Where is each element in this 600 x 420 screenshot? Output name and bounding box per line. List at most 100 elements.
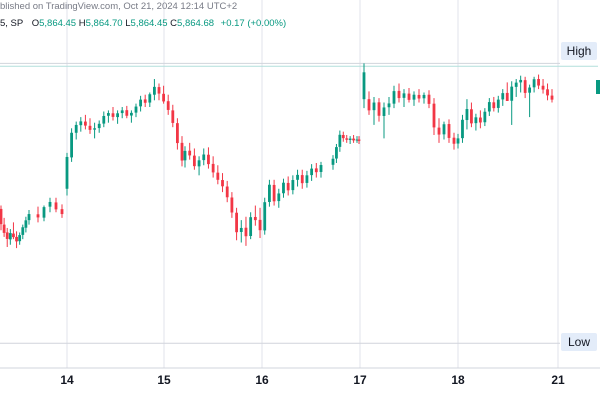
candle-body: [470, 109, 473, 124]
x-tick-label: 17: [353, 373, 367, 387]
candle-body: [211, 163, 215, 173]
candle: [60, 204, 64, 218]
candle-body: [487, 102, 491, 112]
candle: [338, 130, 342, 152]
candle-body: [483, 111, 487, 123]
candle-body: [42, 207, 46, 218]
candle-body: [474, 117, 478, 124]
candle: [8, 229, 12, 245]
candle: [296, 169, 299, 187]
candle-body: [107, 113, 110, 116]
candle: [153, 79, 156, 101]
candle: [483, 108, 487, 127]
candle-body: [412, 94, 416, 100]
candle-body: [157, 87, 161, 94]
ohlc-legend: 5, SP O5,864.45 H5,864.70 L5,864.45 C5,8…: [0, 17, 286, 31]
candle-body: [296, 174, 299, 180]
candle: [88, 118, 92, 134]
candle-body: [143, 99, 147, 103]
candle: [143, 94, 147, 108]
candle-body: [139, 99, 142, 107]
candle: [282, 178, 285, 198]
candle: [36, 206, 40, 223]
candle: [452, 132, 456, 150]
candle-body: [192, 155, 196, 167]
candle: [537, 74, 540, 90]
candle: [510, 81, 514, 125]
candle: [235, 207, 238, 241]
candle-body: [84, 121, 87, 126]
candle-body: [0, 208, 3, 225]
candle-body: [392, 91, 396, 104]
candle: [125, 105, 129, 119]
candle-body: [125, 110, 129, 116]
candle: [345, 135, 349, 143]
candle-body: [116, 113, 119, 118]
candle-body: [263, 202, 267, 231]
candle-body: [377, 102, 381, 116]
candle-body: [258, 219, 262, 231]
candle: [272, 179, 276, 206]
candle: [286, 176, 290, 196]
candle-body: [88, 125, 92, 130]
candle: [107, 110, 110, 123]
candle: [505, 82, 509, 101]
candle-body: [432, 103, 436, 128]
candle: [341, 131, 345, 142]
candle-body: [244, 227, 248, 237]
candle: [0, 205, 3, 231]
candle-body: [550, 95, 554, 100]
candle-body: [528, 87, 532, 93]
candle-body: [335, 147, 338, 159]
candle-body: [97, 123, 101, 129]
candle: [258, 207, 262, 239]
candle: [116, 110, 119, 124]
candle: [377, 98, 381, 122]
candle: [412, 91, 416, 106]
candle: [93, 122, 96, 139]
candle-body: [305, 175, 309, 183]
high-value: 5,864.70: [85, 18, 123, 29]
candle-body: [153, 86, 156, 95]
candle-body: [282, 182, 285, 194]
candle-body: [510, 86, 514, 101]
candle-body: [541, 85, 545, 90]
open-label: O: [31, 18, 40, 29]
candle: [357, 136, 361, 144]
candle-body: [79, 121, 83, 126]
candle: [422, 92, 426, 104]
candle: [134, 103, 138, 118]
close-value: 5,864.68: [177, 18, 215, 29]
candle-body: [397, 90, 401, 99]
candle: [111, 107, 115, 121]
candle-body: [352, 138, 355, 141]
x-tick-label: 15: [157, 373, 171, 387]
candle-body: [60, 209, 64, 215]
candle: [21, 224, 25, 240]
candle-body: [12, 233, 15, 238]
candle-body: [505, 92, 509, 101]
candle: [65, 152, 69, 196]
candle: [225, 180, 229, 203]
candle: [18, 232, 22, 245]
candle: [97, 120, 101, 133]
candle: [192, 148, 196, 170]
close-label: C: [170, 18, 178, 29]
candle: [70, 128, 73, 162]
candle: [157, 83, 161, 101]
candle-body: [230, 197, 234, 213]
candle-body: [501, 93, 505, 100]
candle-body: [148, 94, 152, 103]
candle-body: [452, 137, 456, 144]
candle: [541, 79, 545, 94]
candle: [230, 192, 234, 218]
candle: [171, 104, 175, 128]
candle-body: [461, 119, 464, 139]
candle-body: [15, 236, 18, 242]
candle: [550, 89, 554, 103]
candle: [207, 147, 210, 169]
symbol-label: 5, SP: [0, 18, 24, 29]
candle: [528, 84, 532, 118]
candle: [382, 102, 386, 139]
